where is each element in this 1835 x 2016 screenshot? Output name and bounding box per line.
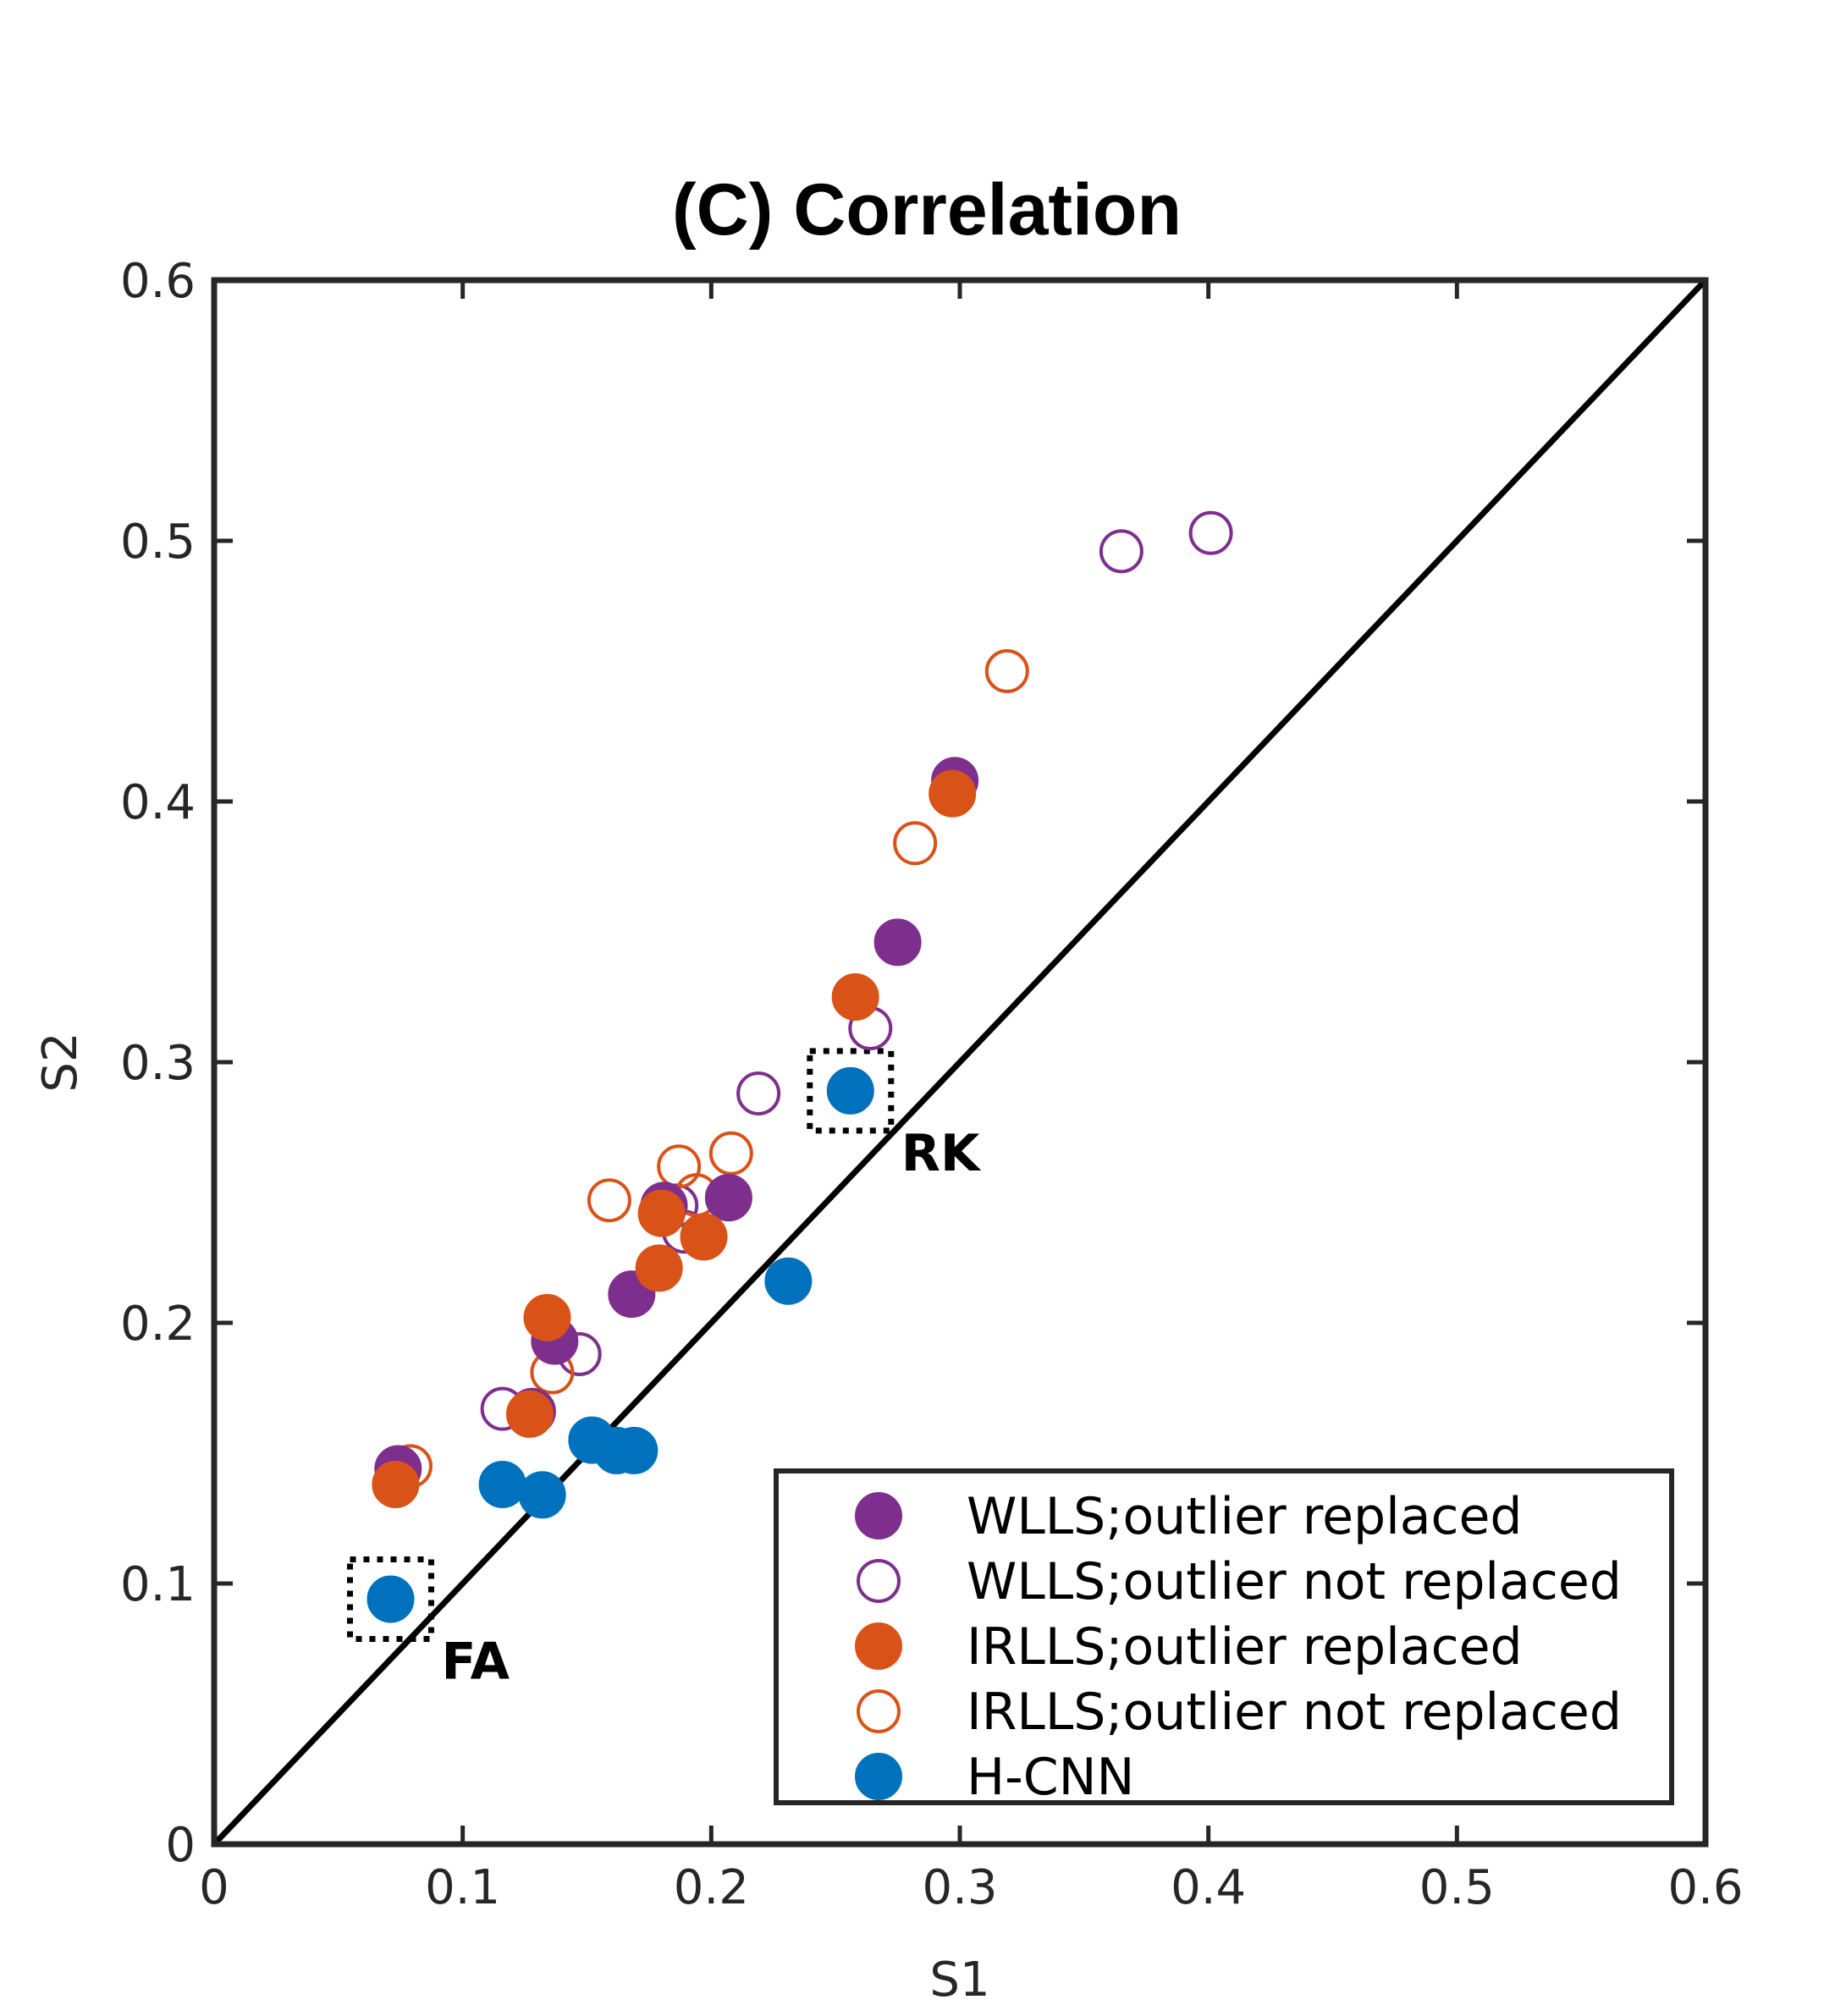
legend-label: WLLS;outlier not replaced: [967, 1552, 1622, 1611]
series-4: [366, 1066, 874, 1623]
legend-box: [774, 1468, 1674, 1805]
legend-marker: [857, 1689, 901, 1733]
x-axis-label: S1: [929, 1953, 989, 2008]
legend-marker: [855, 1622, 902, 1670]
legend-marker: [857, 1559, 901, 1603]
legend-label: IRLLS;outlier replaced: [967, 1617, 1523, 1677]
legend-label: IRLLS;outlier not replaced: [967, 1683, 1622, 1742]
data-point: [587, 1178, 631, 1223]
data-point: [1188, 510, 1233, 555]
y-tick-label: 0.3: [120, 1036, 196, 1091]
data-point: [366, 1575, 415, 1623]
annotation-boxes: [347, 1048, 895, 1642]
legend-marker: [855, 1492, 902, 1540]
data-point: [635, 1244, 683, 1292]
x-tick-label: 0.1: [425, 1860, 500, 1915]
annotation-label: FA: [442, 1632, 510, 1691]
data-points: [366, 510, 1233, 1623]
data-point: [831, 973, 879, 1021]
data-point: [1099, 529, 1143, 574]
data-point: [736, 1071, 781, 1115]
x-tick-label: 0.3: [922, 1860, 997, 1915]
data-point: [505, 1390, 554, 1438]
x-tick-label: 0.6: [1667, 1860, 1743, 1915]
data-point: [826, 1066, 874, 1115]
axis-tick-labels: 0 0.1 0.2 0.3 0.4 0.5 0.6 0 0.1 0.2 0.3 0.4 0.5 0.6: [120, 254, 1744, 1915]
y-tick-label: 0.1: [120, 1557, 196, 1612]
y-axis-label: S2: [33, 1032, 88, 1092]
data-point: [708, 1131, 753, 1176]
data-point: [873, 918, 922, 967]
x-tick-label: 0.4: [1171, 1860, 1246, 1915]
chart-title: (C) Correlation: [672, 169, 1182, 251]
x-tick-label: 0.2: [674, 1860, 749, 1915]
legend-label: WLLS;outlier replaced: [967, 1487, 1523, 1546]
series-2: [372, 769, 977, 1508]
data-point: [610, 1426, 659, 1474]
data-point: [637, 1189, 686, 1237]
annotation-dotted-box: [807, 1048, 895, 1134]
y-tick-label: 0.5: [120, 515, 196, 570]
annotation-label: RK: [901, 1124, 982, 1183]
data-point: [523, 1293, 571, 1341]
data-point: [680, 1213, 728, 1261]
legend-marker: [855, 1753, 902, 1800]
data-point: [764, 1257, 813, 1305]
x-tick-label: 0.5: [1419, 1860, 1495, 1915]
axes-frame: [211, 277, 1709, 1848]
y-tick-label: 0.4: [120, 775, 196, 830]
axis-ticks: [212, 278, 1708, 1847]
data-point: [704, 1174, 752, 1222]
identity-reference-line: [212, 278, 1708, 1847]
data-point: [518, 1471, 566, 1519]
legend-label: H-CNN: [967, 1748, 1134, 1807]
data-point: [984, 649, 1029, 693]
annotation-labels: FA RK: [442, 1124, 982, 1692]
annotation-dotted-box: [347, 1556, 435, 1642]
y-tick-label: 0: [165, 1818, 196, 1873]
data-point: [929, 769, 977, 818]
legend: WLLS;outlier replaced WLLS;outlier not re…: [774, 1468, 1674, 1807]
data-point: [478, 1460, 526, 1508]
data-point: [893, 821, 938, 866]
x-tick-label: 0: [199, 1860, 229, 1915]
data-point: [372, 1460, 420, 1508]
y-tick-label: 0.6: [120, 254, 196, 309]
y-tick-label: 0.2: [120, 1297, 196, 1352]
